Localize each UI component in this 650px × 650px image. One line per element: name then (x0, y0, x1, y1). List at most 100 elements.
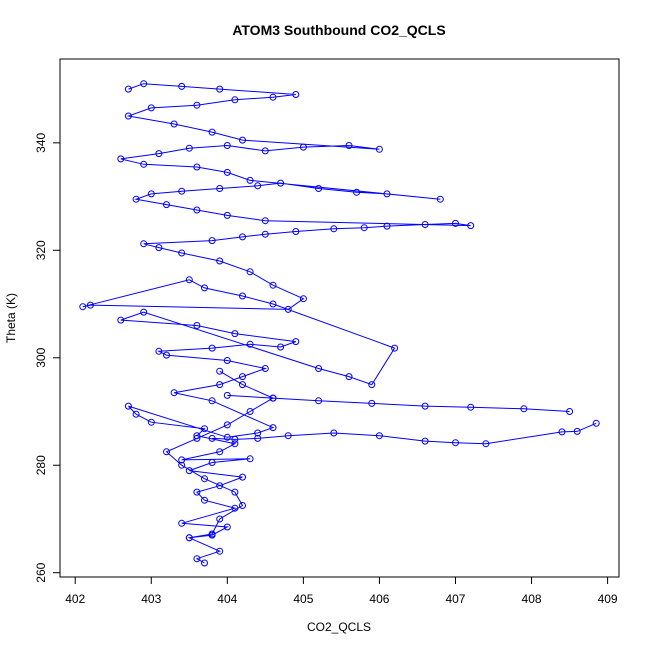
data-point (201, 284, 208, 292)
data-point (117, 155, 125, 163)
data-point (216, 367, 224, 375)
data-point (185, 144, 193, 152)
y-tick-label: 320 (34, 240, 48, 260)
data-point (132, 410, 140, 418)
data-point (421, 437, 429, 445)
data-point (292, 228, 300, 235)
data-point (452, 219, 459, 227)
data-point (299, 295, 307, 303)
data-point (261, 365, 269, 372)
data-point (360, 224, 368, 232)
data-point (330, 225, 338, 233)
data-point (201, 425, 208, 433)
data-point (436, 195, 444, 203)
data-point (231, 488, 239, 496)
plot-area (79, 80, 600, 567)
y-tick-label: 340 (34, 132, 48, 152)
data-point (452, 439, 459, 447)
data-point (223, 391, 231, 399)
data-point (193, 488, 201, 496)
data-point (592, 419, 600, 427)
x-tick-label: 407 (445, 592, 465, 606)
data-point (315, 185, 323, 192)
data-point (231, 440, 239, 448)
data-point (193, 101, 201, 109)
data-point (315, 365, 323, 372)
data-point (147, 104, 155, 112)
x-tick-label: 409 (598, 592, 618, 606)
data-point (178, 456, 186, 464)
data-point (231, 435, 239, 443)
data-series-2 (223, 391, 574, 415)
data-point (368, 381, 376, 389)
x-tick-label: 402 (65, 592, 85, 606)
data-point (216, 185, 224, 192)
data-point (193, 322, 201, 329)
data-point (269, 394, 277, 402)
x-tick-label: 406 (369, 592, 389, 606)
data-point (216, 257, 224, 265)
data-point (193, 555, 201, 563)
data-point (566, 408, 574, 415)
data-point (231, 330, 239, 338)
data-point (261, 217, 269, 225)
data-point (79, 303, 87, 311)
data-point (368, 399, 376, 407)
data-point (208, 434, 216, 442)
series-line (165, 370, 275, 539)
data-point (239, 473, 246, 481)
data-point (573, 427, 581, 435)
data-point (315, 397, 323, 405)
data-point (269, 424, 277, 432)
data-point (277, 179, 285, 187)
data-point (178, 82, 186, 90)
data-point (216, 448, 224, 456)
data-point (208, 128, 216, 136)
data-point (147, 418, 155, 426)
data-point (375, 145, 383, 153)
series-line (227, 394, 570, 412)
data-point (155, 347, 163, 355)
data-point (284, 432, 292, 440)
data-point (223, 433, 231, 441)
data-point (254, 182, 262, 190)
data-point (208, 344, 216, 352)
data-point (558, 428, 566, 436)
data-point (185, 534, 193, 542)
data-point (216, 482, 224, 490)
data-point (239, 502, 246, 509)
data-point (239, 373, 246, 381)
data-point (140, 80, 148, 88)
data-point (178, 187, 186, 195)
data-point (246, 408, 254, 415)
data-point (178, 461, 186, 469)
data-point (155, 150, 163, 158)
data-point (223, 211, 231, 219)
data-point (208, 237, 216, 245)
data-point (201, 559, 208, 567)
y-axis-label: Theta (K) (4, 293, 18, 343)
data-point (269, 300, 277, 308)
data-point (246, 340, 254, 348)
data-point (223, 357, 231, 364)
data-point (292, 91, 300, 98)
data-point (284, 305, 292, 313)
y-tick-label: 300 (34, 347, 48, 367)
series-line (82, 83, 471, 564)
data-point (216, 381, 224, 389)
data-point (299, 143, 307, 151)
data-point (208, 459, 216, 466)
data-point (117, 316, 125, 324)
data-series-3 (163, 367, 277, 542)
plot-frame (59, 58, 620, 578)
data-point (223, 168, 231, 176)
data-point (140, 160, 148, 168)
data-point (185, 276, 193, 284)
data-point (239, 292, 246, 300)
data-series-1 (208, 419, 600, 448)
y-axis: 260 280 300 320 340 (34, 132, 61, 583)
data-point (482, 440, 490, 448)
data-point (269, 93, 277, 101)
data-point (261, 147, 269, 155)
data-point (254, 434, 262, 442)
